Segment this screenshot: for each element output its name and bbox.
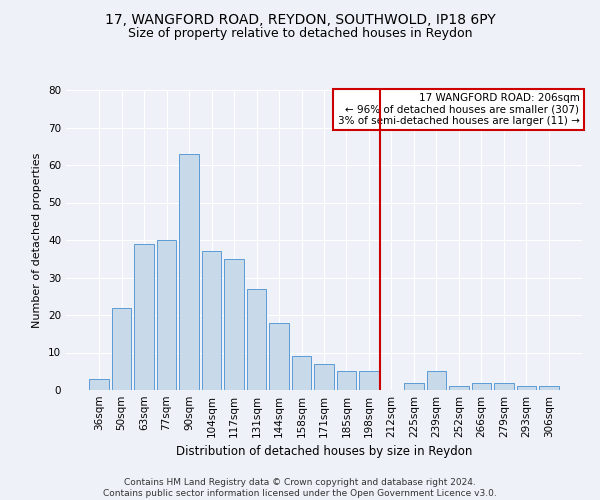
Bar xyxy=(517,386,536,390)
Bar xyxy=(292,356,311,390)
Bar xyxy=(157,240,176,390)
Bar xyxy=(112,308,131,390)
X-axis label: Distribution of detached houses by size in Reydon: Distribution of detached houses by size … xyxy=(176,446,472,458)
Bar xyxy=(337,371,356,390)
Bar xyxy=(314,364,334,390)
Bar xyxy=(134,244,154,390)
Bar xyxy=(179,154,199,390)
Text: Size of property relative to detached houses in Reydon: Size of property relative to detached ho… xyxy=(128,28,472,40)
Y-axis label: Number of detached properties: Number of detached properties xyxy=(32,152,43,328)
Text: 17, WANGFORD ROAD, REYDON, SOUTHWOLD, IP18 6PY: 17, WANGFORD ROAD, REYDON, SOUTHWOLD, IP… xyxy=(104,12,496,26)
Bar xyxy=(427,371,446,390)
Bar xyxy=(269,322,289,390)
Bar xyxy=(404,382,424,390)
Bar xyxy=(449,386,469,390)
Text: Contains HM Land Registry data © Crown copyright and database right 2024.
Contai: Contains HM Land Registry data © Crown c… xyxy=(103,478,497,498)
Bar xyxy=(89,379,109,390)
Bar xyxy=(472,382,491,390)
Bar xyxy=(539,386,559,390)
Bar xyxy=(247,289,266,390)
Bar xyxy=(359,371,379,390)
Bar xyxy=(224,259,244,390)
Bar xyxy=(494,382,514,390)
Text: 17 WANGFORD ROAD: 206sqm
← 96% of detached houses are smaller (307)
3% of semi-d: 17 WANGFORD ROAD: 206sqm ← 96% of detach… xyxy=(338,93,580,126)
Bar xyxy=(202,251,221,390)
